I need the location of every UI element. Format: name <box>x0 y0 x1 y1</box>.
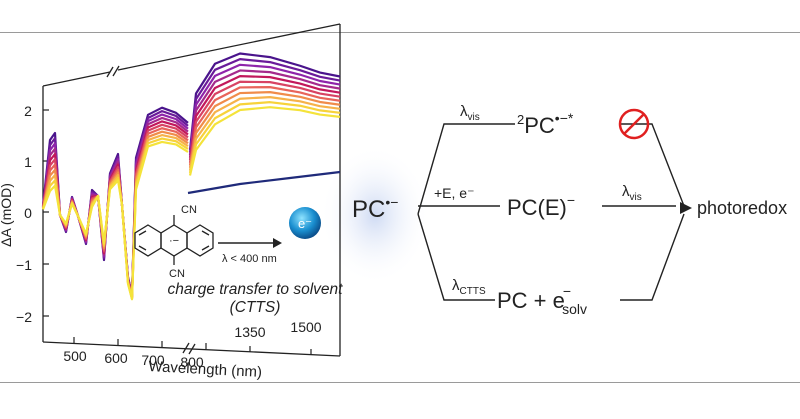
product-arrowhead <box>680 202 692 214</box>
excitation-label: λ < 400 nm <box>222 253 277 265</box>
y-ticks <box>43 109 49 317</box>
bottom-branch-label: λCTTS <box>452 277 486 297</box>
excitation-arrowhead <box>273 238 282 248</box>
y-tick-label-2: 2 <box>24 103 32 119</box>
spectrum-trace-nir-5 <box>188 80 341 163</box>
electron-label: e⁻ <box>298 216 312 231</box>
spectrum-trace-nir-1 <box>188 58 341 153</box>
mid-branch-label: +E, e⁻ <box>434 185 474 201</box>
molecule-cn-bottom: CN <box>169 268 185 280</box>
spectrum-chart: 2 1 0 −1 −2 ΔA (mOD) 500 600 700 800 135… <box>0 23 344 381</box>
x-tick-label-500: 500 <box>63 348 87 364</box>
spectrum-trace-vis-5 <box>41 123 189 299</box>
spectrum-trace-nir-6 <box>188 86 341 166</box>
spectrum-trace-nir-9 <box>188 101 341 174</box>
prohibited-icon <box>618 108 650 140</box>
mid-branch-species: PC(E)− <box>507 192 575 220</box>
spectrum-trace-nir-3 <box>188 69 341 158</box>
x-axis-label: Wavelength (nm) <box>148 358 262 381</box>
spectrum-trace-vis-10 <box>41 140 189 301</box>
bottom-divider <box>0 382 800 383</box>
x-tick-label-800: 800 <box>180 354 204 370</box>
x-ticks <box>73 337 312 355</box>
axis-break-bottom <box>182 342 196 355</box>
electron-icon <box>289 207 321 239</box>
ctts-caption-line1: charge transfer to solvent <box>168 281 344 298</box>
spectrum-trace-nir-4 <box>188 75 341 161</box>
glow-decoration <box>320 145 430 285</box>
ctts-caption-line2: (CTTS) <box>230 299 281 316</box>
molecule-charge: ·− <box>169 235 179 247</box>
anthracene-molecule <box>134 215 214 265</box>
spectrum-trace-nir-0 <box>188 52 341 151</box>
bottom-branch-species: PC + e− solv <box>497 283 587 317</box>
x-tick-label-600: 600 <box>104 350 128 366</box>
y-tick-label-m2: −2 <box>16 309 32 325</box>
axis-break-top <box>106 65 120 78</box>
y-tick-label-0: 0 <box>24 205 32 221</box>
spectrum-trace-nir-2 <box>188 63 341 156</box>
spectrum-trace-vis-4 <box>41 120 189 298</box>
y-tick-label-m1: −1 <box>16 257 32 273</box>
top-divider <box>0 32 800 33</box>
spectrum-trace-nir-7 <box>188 91 341 169</box>
baseline-trace <box>187 170 341 195</box>
branch-lines <box>417 123 685 301</box>
top-branch-species: 2PC•−* <box>517 110 574 138</box>
x-tick-label-700: 700 <box>141 352 165 368</box>
y-tick-label-1: 1 <box>24 154 32 170</box>
spectrum-trace-nir-10 <box>188 106 341 176</box>
reaction-scheme: PC•− λvis 2PC•−* +E, e⁻ PC(E)− λv <box>352 103 787 317</box>
product-label: photoredox <box>697 198 787 218</box>
spectrum-trace-vis-3 <box>41 116 189 298</box>
spectra-traces <box>41 52 341 301</box>
start-species: PC•− <box>352 194 398 223</box>
right-branch-label: λvis <box>622 183 642 203</box>
spectrum-trace-vis-7 <box>41 130 189 300</box>
spectrum-trace-vis-6 <box>41 127 189 299</box>
top-branch-label: λvis <box>460 103 480 123</box>
spectrum-trace-nir-8 <box>188 96 341 171</box>
y-axis-label: ΔA (mOD) <box>0 183 14 247</box>
molecule-cn-top: CN <box>181 204 197 216</box>
x-tick-label-1350: 1350 <box>234 324 265 340</box>
x-tick-label-1500: 1500 <box>290 319 321 335</box>
